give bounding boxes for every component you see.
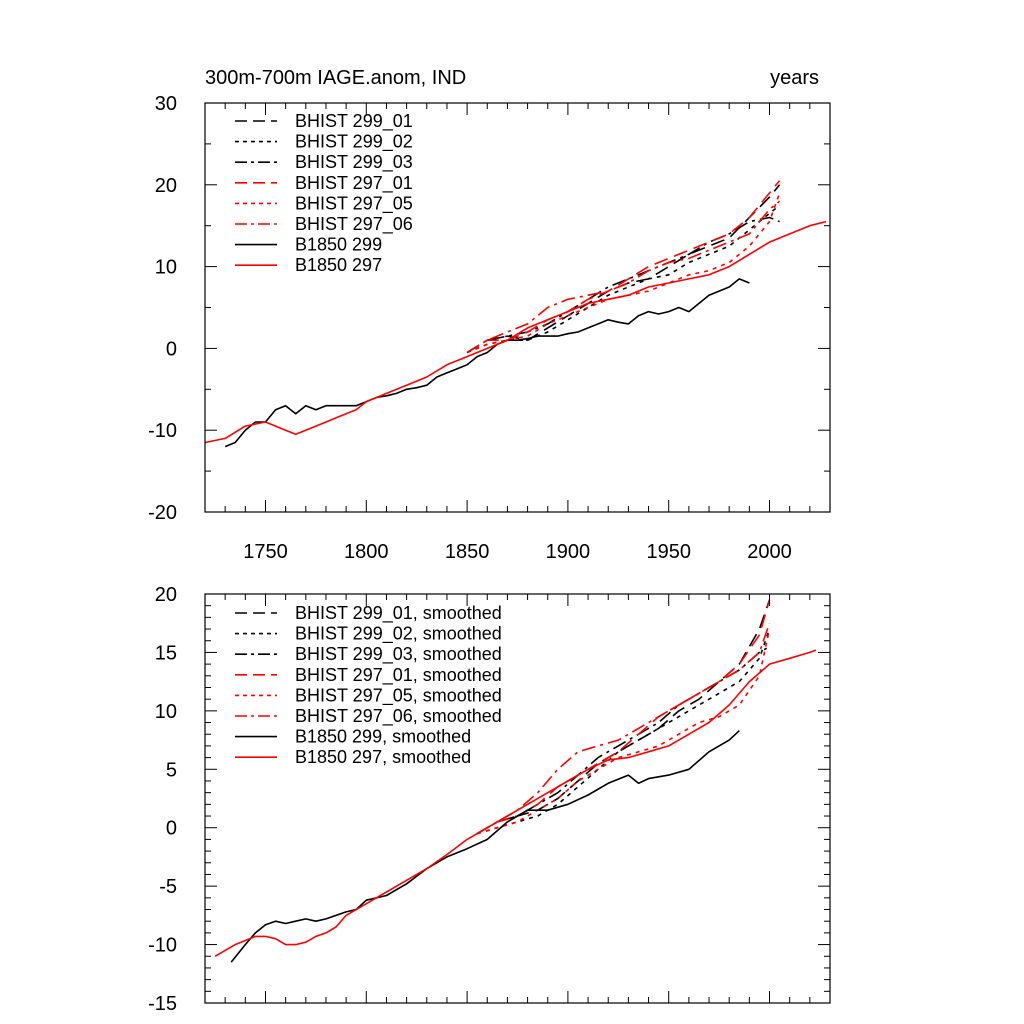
legend-label: BHIST 299_03, smoothed — [295, 644, 502, 665]
series-line-1 — [476, 628, 771, 835]
y-tick-label: -10 — [148, 935, 177, 957]
y-tick-label: 15 — [155, 642, 177, 664]
legend-label: BHIST 297_06, smoothed — [295, 706, 502, 727]
chart-units-label: years — [770, 67, 819, 89]
legend-label: BHIST 299_01, smoothed — [295, 603, 502, 624]
y-tick-label: 0 — [166, 818, 177, 840]
x-tick-label: 1750 — [243, 541, 288, 563]
y-tick-label: 30 — [155, 93, 177, 115]
legend-label: B1850 297 — [295, 255, 382, 275]
legend-label: BHIST 297_01, smoothed — [295, 665, 502, 686]
legend-label: BHIST 297_05, smoothed — [295, 685, 502, 706]
y-tick-label: -15 — [148, 993, 177, 1015]
series-line-2 — [476, 645, 770, 835]
series-line-3 — [476, 599, 771, 835]
series-line-1 — [466, 204, 781, 354]
series-line-5 — [476, 622, 771, 835]
legend-label: B1850 297, smoothed — [295, 747, 471, 767]
y-tick-label: 10 — [155, 701, 177, 723]
x-tick-label: 1950 — [646, 541, 691, 563]
series-line-5 — [466, 200, 781, 354]
series-line-7 — [204, 220, 827, 444]
legend-label: BHIST 297_01 — [295, 173, 413, 194]
chart-title: 300m-700m IAGE.anom, IND — [205, 67, 466, 89]
series-line-4 — [476, 628, 771, 835]
series-line-6 — [224, 278, 750, 448]
series-line-7 — [214, 649, 817, 957]
x-tick-label: 2000 — [747, 541, 792, 563]
top-chart-panel: 300m-700m IAGE.anom, IND years 1750 1800 1… — [148, 67, 831, 563]
y-tick-label: 20 — [155, 175, 177, 197]
legend-label: BHIST 299_03 — [295, 152, 413, 173]
legend-label: BHIST 297_05 — [295, 193, 413, 214]
series-line-3 — [466, 180, 781, 354]
x-tick-label: 1900 — [546, 541, 591, 563]
series-line-4 — [466, 192, 781, 354]
x-tick-label: 1850 — [445, 541, 490, 563]
series-line-0 — [476, 599, 771, 835]
y-tick-label: -10 — [148, 420, 177, 442]
legend-label: BHIST 299_02 — [295, 132, 413, 153]
plot-frame — [204, 593, 831, 1004]
y-tick-label: -5 — [159, 876, 177, 898]
y-tick-label: 5 — [166, 759, 177, 781]
y-tick-label: 10 — [155, 257, 177, 279]
series-line-6 — [230, 730, 740, 963]
legend-label: B1850 299, smoothed — [295, 727, 471, 747]
y-tick-label: -20 — [148, 502, 177, 524]
legend-label: BHIST 297_06 — [295, 214, 413, 235]
x-tick-label: 1800 — [344, 541, 389, 563]
series-line-2 — [466, 216, 780, 354]
y-tick-label: 0 — [166, 338, 177, 360]
legend-label: BHIST 299_02, smoothed — [295, 624, 502, 645]
legend-label: B1850 299 — [295, 235, 382, 255]
legend-label: BHIST 299_01 — [295, 111, 413, 132]
y-tick-label: 20 — [155, 584, 177, 606]
series-line-0 — [466, 184, 781, 354]
